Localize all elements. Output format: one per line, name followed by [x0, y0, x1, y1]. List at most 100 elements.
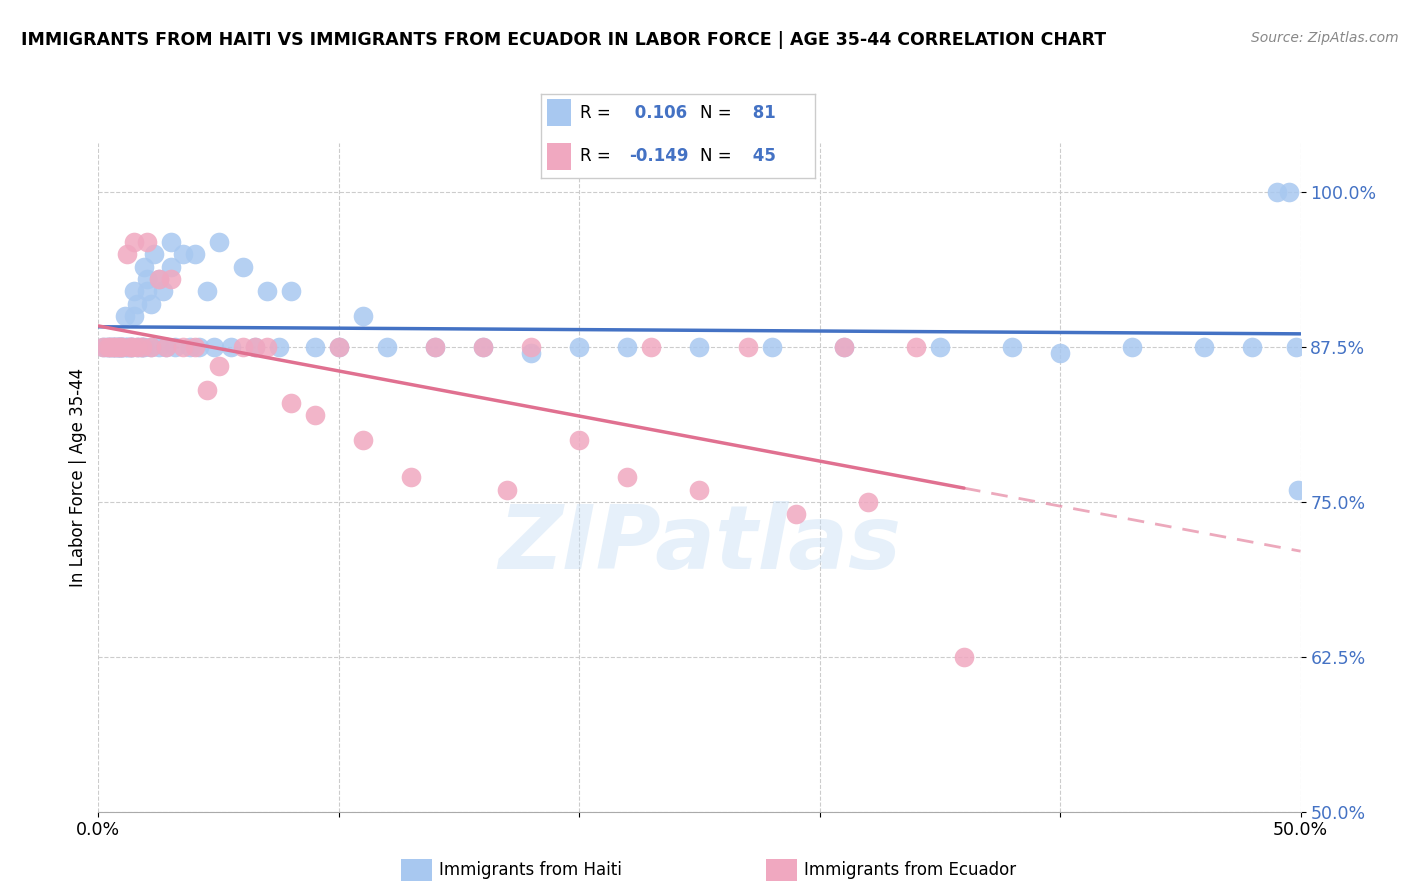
Point	[328, 340, 350, 354]
Text: N =: N =	[700, 147, 737, 165]
Point	[832, 340, 855, 354]
Point	[568, 433, 591, 447]
Point	[761, 340, 783, 354]
Point	[104, 340, 127, 354]
Point	[121, 340, 143, 354]
Point	[141, 340, 163, 354]
Point	[141, 297, 163, 311]
Point	[195, 384, 218, 398]
Point	[1286, 483, 1309, 497]
Text: N =: N =	[700, 103, 737, 121]
Text: Immigrants from Ecuador: Immigrants from Ecuador	[804, 861, 1017, 879]
Point	[91, 340, 114, 354]
Point	[352, 309, 374, 323]
Point	[107, 340, 129, 354]
Point	[472, 340, 495, 354]
Point	[256, 285, 278, 299]
Point	[148, 340, 170, 354]
Point	[132, 260, 155, 274]
Point	[328, 340, 350, 354]
Point	[155, 340, 177, 354]
Point	[152, 285, 174, 299]
Point	[118, 340, 141, 354]
Text: 81: 81	[747, 103, 776, 121]
Point	[131, 340, 153, 354]
Point	[1121, 340, 1143, 354]
Point	[100, 340, 122, 354]
Point	[141, 340, 163, 354]
Point	[243, 340, 266, 354]
Point	[101, 340, 124, 354]
Point	[172, 340, 194, 354]
Point	[304, 409, 326, 423]
Point	[117, 247, 139, 261]
Bar	[547, 143, 571, 169]
Point	[94, 340, 117, 354]
Point	[108, 340, 131, 354]
Point	[188, 340, 211, 354]
Point	[232, 340, 254, 354]
Point	[785, 508, 807, 522]
Point	[208, 235, 231, 249]
Point	[117, 340, 139, 354]
Point	[159, 272, 181, 286]
Point	[243, 340, 266, 354]
Point	[121, 340, 143, 354]
Point	[352, 433, 374, 447]
Point	[100, 340, 122, 354]
Point	[219, 340, 242, 354]
Point	[101, 340, 124, 354]
Point	[131, 340, 153, 354]
Point	[520, 346, 543, 360]
Point	[124, 309, 146, 323]
Point	[616, 340, 638, 354]
Point	[520, 340, 543, 354]
Point	[423, 340, 446, 354]
Point	[104, 340, 127, 354]
Point	[108, 340, 131, 354]
Point	[688, 340, 710, 354]
Point	[124, 285, 146, 299]
Point	[202, 340, 225, 354]
Point	[195, 285, 218, 299]
Point	[117, 340, 139, 354]
Bar	[547, 99, 571, 126]
Point	[640, 340, 662, 354]
Point	[114, 309, 136, 323]
Text: 0.106: 0.106	[628, 103, 688, 121]
Point	[159, 235, 181, 249]
Point	[304, 340, 326, 354]
Y-axis label: In Labor Force | Age 35-44: In Labor Force | Age 35-44	[69, 368, 87, 587]
Point	[97, 340, 120, 354]
Point	[1001, 340, 1024, 354]
Text: R =: R =	[579, 103, 616, 121]
Point	[232, 260, 254, 274]
Point	[107, 340, 129, 354]
Point	[568, 340, 591, 354]
Point	[108, 340, 131, 354]
Point	[91, 340, 114, 354]
Point	[107, 340, 129, 354]
Point	[737, 340, 759, 354]
Point	[111, 340, 134, 354]
Point	[125, 297, 148, 311]
Point	[155, 340, 177, 354]
Point	[124, 235, 146, 249]
Point	[183, 340, 205, 354]
Text: ZIPatlas: ZIPatlas	[498, 500, 901, 588]
Point	[101, 340, 124, 354]
Point	[616, 470, 638, 484]
Point	[125, 340, 148, 354]
Point	[179, 340, 201, 354]
Text: -0.149: -0.149	[628, 147, 689, 165]
Point	[1265, 186, 1288, 200]
Point	[128, 340, 150, 354]
Point	[953, 649, 976, 664]
Point	[183, 247, 205, 261]
Point	[928, 340, 950, 354]
Point	[131, 340, 153, 354]
Point	[267, 340, 290, 354]
Point	[142, 247, 165, 261]
Point	[104, 340, 127, 354]
Point	[111, 340, 134, 354]
